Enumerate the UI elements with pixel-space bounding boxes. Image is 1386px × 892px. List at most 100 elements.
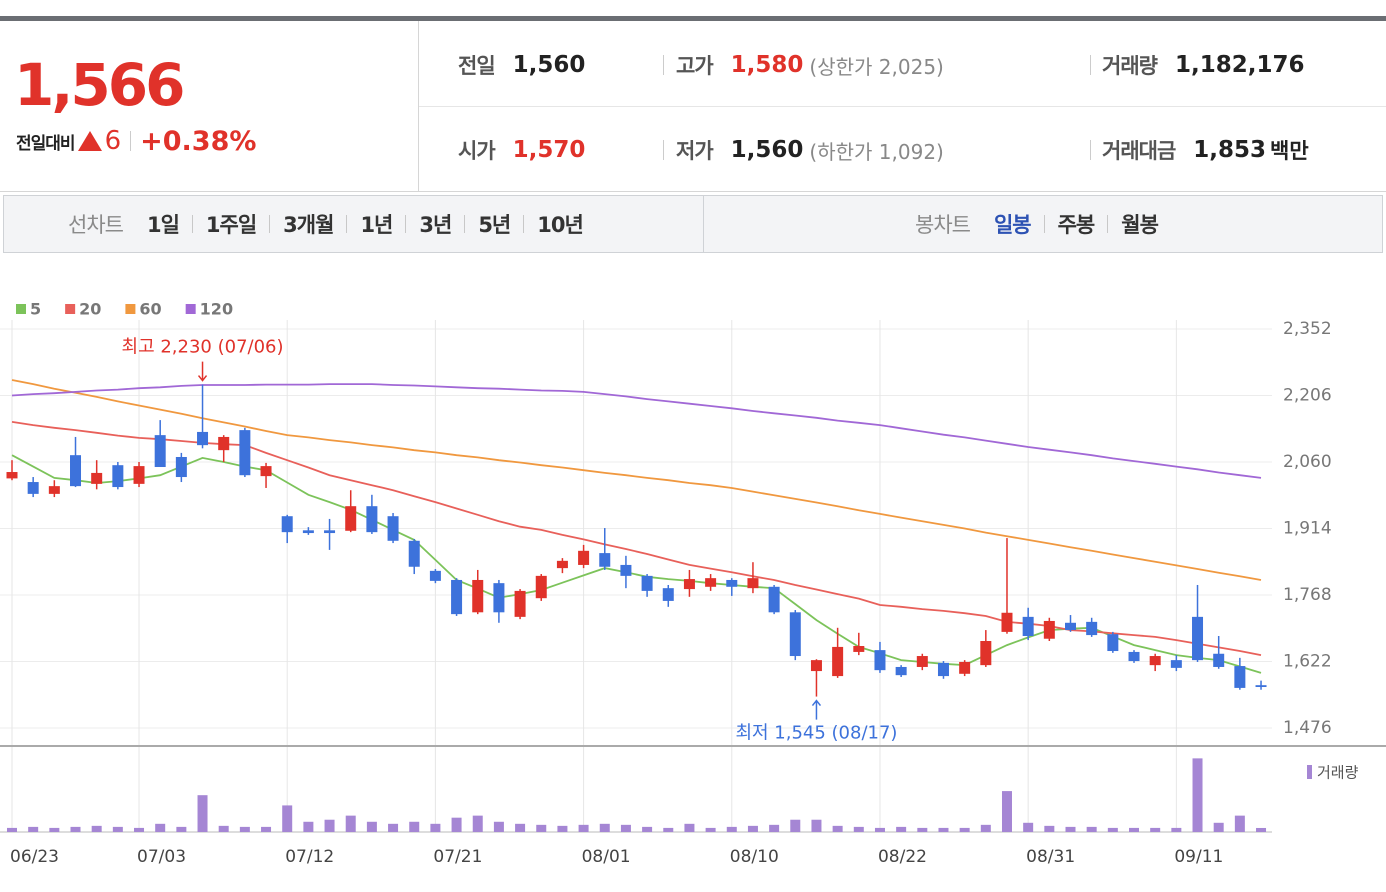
y-tick-label: 2,352: [1283, 319, 1332, 339]
stat-label: 저가: [676, 139, 714, 163]
candle-body: [1065, 622, 1076, 631]
tab[interactable]: 3개월: [283, 213, 334, 237]
legend-label: 20: [79, 300, 101, 319]
volume-bar: [515, 823, 526, 832]
legend-swatch: [185, 304, 196, 314]
volume-bar: [747, 825, 758, 832]
separator: [1090, 55, 1091, 75]
x-tick-label: 08/01: [582, 847, 631, 867]
candle-body: [493, 583, 505, 613]
separator: [1107, 215, 1109, 233]
candle-body: [6, 472, 18, 479]
candle-body: [662, 588, 674, 601]
volume-bar: [28, 826, 39, 832]
tab[interactable]: 일봉: [993, 213, 1032, 237]
volume-bar: [7, 827, 17, 832]
separator: [663, 140, 664, 160]
candle-body: [535, 575, 547, 599]
volume-bar: [536, 824, 547, 832]
top-border: [0, 16, 1386, 21]
candle-body: [1170, 660, 1182, 668]
volume-bar: [705, 827, 716, 832]
stat: 저가 1,560 (하한가 1,092): [676, 135, 944, 165]
tab[interactable]: 1주일: [205, 213, 257, 237]
tab[interactable]: 5년: [478, 213, 511, 237]
volume-bar: [726, 826, 737, 832]
volume-bar: [663, 827, 674, 832]
volume-bar: [345, 815, 356, 832]
volume-bar: [218, 825, 229, 832]
candle-body: [239, 430, 251, 476]
tab[interactable]: 3년: [419, 213, 452, 237]
tab[interactable]: 1년: [360, 213, 393, 237]
candle-body: [112, 465, 124, 488]
candle-body: [387, 516, 399, 541]
min-annotation: 최저 1,545 (08/17): [735, 723, 897, 744]
volume-bar: [1129, 827, 1140, 832]
y-tick-label: 1,622: [1283, 652, 1332, 672]
candle-body: [959, 661, 971, 674]
candle-body: [599, 553, 611, 567]
candle-body: [133, 466, 145, 484]
candle-body: [1234, 666, 1246, 688]
volume-bar: [959, 827, 970, 832]
moving-average-line: [11, 379, 1262, 581]
legend-label: 거래량: [1317, 764, 1359, 782]
legend-swatch: [16, 304, 26, 314]
legend-label: 120: [200, 300, 233, 319]
note-label: (상한가: [809, 54, 873, 79]
stat-value: 1,560: [730, 137, 804, 163]
volume-bar: [1150, 827, 1161, 832]
tab[interactable]: 1일: [146, 213, 180, 237]
volume-bar: [430, 823, 441, 832]
note-label: (하한가: [809, 139, 873, 164]
tab[interactable]: 주봉: [1057, 213, 1096, 237]
candle-body: [218, 436, 230, 451]
min-arrow: [811, 699, 822, 720]
line-chart-tabs: 선차트 1일 1주일 3개월 1년 3년 5년 10년: [68, 195, 584, 253]
volume-bar: [769, 824, 780, 832]
separator: [346, 215, 348, 233]
candle-body: [91, 472, 103, 484]
volume-bar: [324, 819, 335, 832]
tabs-divider: [703, 196, 704, 252]
volume-bar: [1192, 758, 1203, 832]
legend-swatch: [1307, 765, 1312, 779]
volume-bar: [49, 827, 60, 832]
candle-body: [1001, 612, 1013, 632]
stat: 고가 1,580 (상한가 2,025): [676, 50, 944, 80]
volume-bar: [917, 827, 928, 832]
stat: 거래량 1,182,176: [1102, 50, 1304, 80]
volume-bar: [938, 827, 949, 832]
volume-bar: [684, 823, 695, 832]
legend-swatch: [65, 304, 76, 314]
stat-label: 시가: [458, 139, 496, 163]
x-tick-label: 07/03: [137, 847, 186, 867]
candle-body: [556, 560, 568, 569]
volume-bar: [578, 824, 589, 832]
x-tick-label: 07/12: [285, 847, 334, 867]
volume-bar: [1213, 822, 1224, 832]
volume-bar: [1107, 827, 1118, 832]
separator: [1090, 140, 1091, 160]
change-percent: +0.38%: [140, 125, 257, 157]
candle-body: [1213, 653, 1225, 667]
moving-average-line: [11, 421, 1262, 656]
tab[interactable]: 10년: [537, 213, 584, 237]
candle-body: [916, 656, 928, 667]
separator: [523, 215, 525, 233]
change-label: 전일대비: [16, 133, 76, 154]
stat-label: 거래량: [1102, 54, 1158, 78]
volume-bar: [134, 827, 145, 832]
stat-value: 1,580: [730, 52, 804, 78]
volume-bar: [1023, 822, 1034, 832]
separator: [191, 215, 193, 233]
separator: [1043, 215, 1045, 233]
candle-body: [937, 662, 949, 677]
tab[interactable]: 월봉: [1121, 213, 1159, 237]
volume-bar: [388, 823, 399, 832]
candle-body: [832, 646, 844, 677]
tab-group-label: 선차트: [68, 213, 124, 237]
